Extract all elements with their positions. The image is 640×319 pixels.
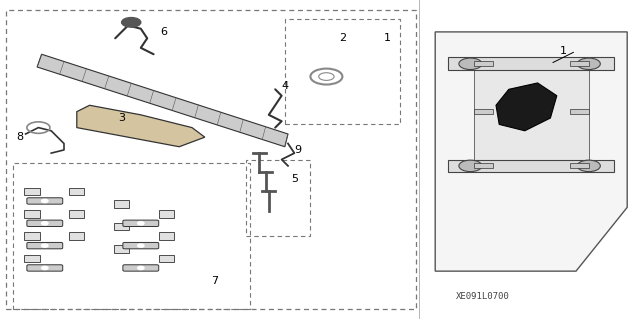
Bar [13, 163, 250, 309]
Circle shape [138, 266, 144, 270]
Bar [285, 19, 400, 124]
FancyBboxPatch shape [27, 265, 63, 271]
Polygon shape [474, 163, 493, 168]
Bar [24, 255, 40, 262]
Text: XE091L0700: XE091L0700 [456, 293, 510, 301]
Circle shape [138, 222, 144, 225]
Text: 6: 6 [160, 27, 167, 37]
Bar [24, 210, 40, 218]
Text: 7: 7 [211, 276, 218, 286]
Polygon shape [496, 83, 557, 131]
Circle shape [42, 199, 48, 203]
Bar [159, 255, 174, 262]
Bar [6, 10, 416, 309]
Text: 2: 2 [339, 33, 346, 43]
Circle shape [42, 266, 48, 270]
Text: 4: 4 [282, 81, 289, 91]
Polygon shape [570, 61, 589, 66]
Bar [69, 210, 84, 218]
FancyBboxPatch shape [27, 242, 63, 249]
Bar [159, 210, 174, 218]
Polygon shape [435, 32, 627, 271]
FancyBboxPatch shape [123, 242, 159, 249]
Bar [114, 245, 129, 253]
Bar [114, 223, 129, 230]
Circle shape [42, 222, 48, 225]
Text: 1: 1 [560, 46, 567, 56]
Circle shape [577, 160, 600, 172]
Bar [24, 188, 40, 195]
FancyBboxPatch shape [27, 198, 63, 204]
Text: 3: 3 [118, 113, 125, 123]
Bar [24, 232, 40, 240]
Bar [159, 232, 174, 240]
Polygon shape [37, 54, 288, 147]
Text: 5: 5 [291, 174, 298, 184]
Circle shape [42, 244, 48, 247]
Circle shape [577, 58, 600, 70]
Polygon shape [570, 109, 589, 114]
Bar [114, 200, 129, 208]
Text: 9: 9 [294, 145, 301, 155]
Bar [69, 188, 84, 195]
Circle shape [459, 58, 482, 70]
Polygon shape [474, 57, 589, 172]
Circle shape [138, 244, 144, 247]
Bar [246, 160, 310, 236]
FancyBboxPatch shape [123, 220, 159, 226]
Polygon shape [77, 105, 205, 147]
Bar [69, 232, 84, 240]
Text: 8: 8 [16, 132, 23, 142]
Circle shape [459, 160, 482, 172]
Polygon shape [570, 163, 589, 168]
Polygon shape [448, 57, 614, 70]
Circle shape [122, 18, 141, 27]
FancyBboxPatch shape [27, 220, 63, 226]
Polygon shape [474, 61, 493, 66]
FancyBboxPatch shape [123, 265, 159, 271]
Polygon shape [474, 109, 493, 114]
Polygon shape [448, 160, 614, 172]
Text: 1: 1 [384, 33, 391, 43]
